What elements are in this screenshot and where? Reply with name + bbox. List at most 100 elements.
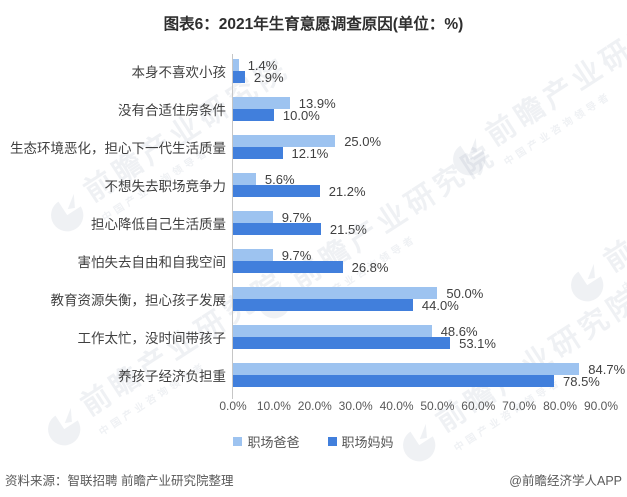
value-label: 1.4% (247, 57, 278, 73)
bar-moms (233, 299, 413, 311)
x-tick-label: 0.0% (219, 399, 247, 413)
bar-row: 26.8% (233, 260, 627, 275)
bar-row: 50.0% (233, 285, 627, 301)
bar-row: 10.0% (233, 107, 627, 123)
bar-moms (233, 337, 451, 349)
x-axis: 0.0% 10.0% 20.0% 30.0% 40.0% 50.0% 60.0% 70.0% 8… (219, 399, 627, 416)
category-label: 害怕失去自由和自我空间 (77, 255, 227, 270)
value-label: 50.0% (446, 285, 484, 301)
value-label: 78.5% (563, 373, 600, 389)
bar-pair: 84.7% 78.5% (233, 361, 627, 389)
bar-dads (233, 287, 438, 299)
value-label: 9.7% (281, 209, 312, 225)
legend-item-moms: 职场妈妈 (327, 432, 394, 451)
x-tick-label: 50.0% (420, 399, 455, 413)
value-label: 13.9% (298, 95, 336, 111)
category-group: 担心降低自己生活质量 9.7% 21.5% (0, 209, 627, 237)
legend-item-dads: 职场爸爸 (233, 432, 300, 451)
category-label: 教育资源失衡，担心孩子发展 (50, 293, 227, 308)
bar-pair: 5.6% 21.2% (233, 171, 627, 199)
bar-row: 53.1% (233, 335, 627, 351)
value-label: 2.9% (253, 69, 284, 85)
bar-pair: 9.7% 21.5% (233, 209, 627, 237)
bar-row: 78.5% (233, 373, 627, 389)
bar-pair: 13.9% 10.0% (233, 95, 627, 123)
bar-moms (233, 223, 321, 235)
bar-dads (233, 173, 256, 185)
bar-moms (233, 109, 274, 121)
x-tick-label: 80.0% (543, 399, 578, 413)
bar-row: 12.1% (233, 145, 627, 161)
x-tick-label: 60.0% (461, 399, 496, 413)
category-group: 没有合适住房条件 13.9% 10.0% (0, 95, 627, 123)
category-group: 不想失去职场竞争力 5.6% 21.2% (0, 171, 627, 199)
bar-groups: 本身不喜欢小孩 1.4% 2.9% 没有合适住房条件 13.9% 10.0% 生态环境恶化，… (0, 57, 627, 389)
value-label: 84.7% (588, 361, 626, 377)
category-label: 本身不喜欢小孩 (131, 65, 227, 80)
bar-pair: 9.7% 26.8% (233, 247, 627, 275)
value-label: 44.0% (421, 297, 459, 313)
bar-row: 1.4% (233, 57, 627, 73)
bar-row: 84.7% (233, 361, 627, 377)
value-label: 10.0% (282, 107, 320, 123)
bar-row: 21.2% (233, 183, 627, 199)
value-label: 21.5% (329, 221, 367, 237)
bar-moms (233, 261, 343, 273)
x-tick-label: 10.0% (256, 399, 291, 413)
legend: 职场爸爸 职场妈妈 (0, 432, 627, 451)
bar-dads (233, 59, 239, 71)
value-label: 5.6% (264, 171, 295, 187)
x-tick-label: 40.0% (379, 399, 414, 413)
category-group: 教育资源失衡，担心孩子发展 50.0% 44.0% (0, 285, 627, 313)
bar-row: 5.6% (233, 171, 627, 187)
category-group: 工作太忙，没时间带孩子 48.6% 53.1% (0, 323, 627, 351)
category-group: 害怕失去自由和自我空间 9.7% 26.8% (0, 247, 627, 275)
value-label: 53.1% (459, 335, 496, 351)
bar-row: 9.7% (233, 247, 627, 263)
bar-moms (233, 71, 245, 83)
bar-row: 21.5% (233, 221, 627, 237)
category-label: 工作太忙，没时间带孩子 (77, 331, 227, 346)
y-axis-line (232, 54, 233, 399)
bar-row: 48.6% (233, 323, 627, 339)
bar-dads (233, 97, 290, 109)
credit-text: @前瞻经济学人APP (509, 474, 622, 488)
legend-swatch-moms (327, 437, 337, 446)
category-group: 养孩子经济负担重 84.7% 78.5% (0, 361, 627, 389)
bar-pair: 50.0% 44.0% (233, 285, 627, 313)
legend-label-moms: 职场妈妈 (341, 435, 394, 450)
value-label: 48.6% (440, 323, 478, 339)
bar-pair: 48.6% 53.1% (233, 323, 627, 351)
bar-row: 25.0% (233, 133, 627, 149)
plot-area: 本身不喜欢小孩 1.4% 2.9% 没有合适住房条件 13.9% 10.0% 生态环境恶化，… (0, 54, 627, 399)
value-label: 12.1% (291, 145, 329, 161)
value-label: 21.2% (328, 183, 366, 199)
bar-pair: 1.4% 2.9% (233, 57, 627, 85)
category-label: 不想失去职场竞争力 (104, 179, 227, 194)
category-group: 本身不喜欢小孩 1.4% 2.9% (0, 57, 627, 85)
x-tick-label: 70.0% (502, 399, 537, 413)
value-label: 25.0% (344, 133, 382, 149)
category-label: 担心降低自己生活质量 (91, 217, 226, 232)
bar-row: 9.7% (233, 209, 627, 225)
bar-dads (233, 135, 336, 147)
bar-row: 44.0% (233, 297, 627, 313)
value-label: 9.7% (281, 247, 312, 263)
bar-dads (233, 363, 580, 375)
bar-dads (233, 211, 273, 223)
bar-row: 2.9% (233, 69, 627, 85)
source-text: 资料来源：智联招聘 前瞻产业研究院整理 (5, 474, 234, 488)
bar-dads (233, 325, 432, 337)
bar-pair: 25.0% 12.1% (233, 133, 627, 161)
chart-title: 图表6：2021年生育意愿调查原因(单位：%) (163, 16, 464, 33)
bar-moms (233, 375, 554, 387)
category-label: 没有合适住房条件 (118, 103, 226, 118)
footer: 资料来源：智联招聘 前瞻产业研究院整理 @前瞻经济学人APP (0, 470, 627, 489)
bar-moms (233, 147, 283, 159)
category-label: 养孩子经济负担重 (118, 369, 226, 384)
legend-label-dads: 职场爸爸 (247, 435, 300, 450)
x-tick-label: 20.0% (297, 399, 332, 413)
legend-swatch-dads (233, 437, 243, 446)
bar-moms (233, 185, 320, 197)
bar-dads (233, 249, 273, 261)
